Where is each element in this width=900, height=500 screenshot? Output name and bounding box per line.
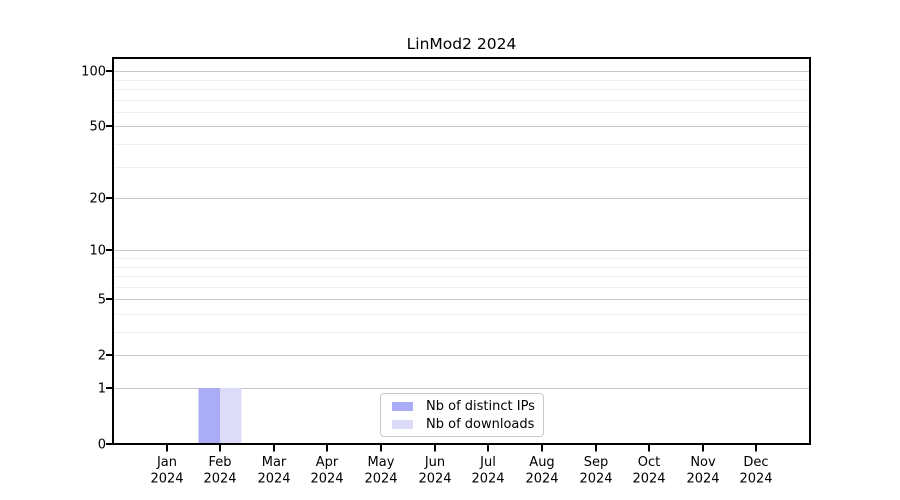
x-tick-label-year: 2024: [418, 472, 451, 487]
x-tick-label-year: 2024: [686, 472, 719, 487]
x-tick-label-month: May: [368, 455, 395, 470]
legend-item-distinct-ips: Nb of distinct IPs: [392, 400, 543, 413]
y-tick-label: 100: [81, 65, 106, 80]
x-tick-label-month: Aug: [529, 455, 554, 470]
y-tick-label: 20: [89, 192, 106, 207]
y-tick-label: 10: [89, 244, 106, 259]
y-tick-label: 50: [89, 120, 106, 135]
x-tick-label-year: 2024: [739, 472, 772, 487]
x-tick-label-month: Oct: [638, 455, 660, 470]
x-tick-label-month: Nov: [690, 455, 716, 470]
x-tick-label-year: 2024: [203, 472, 236, 487]
legend-label-distinct-ips: Nb of distinct IPs: [426, 398, 535, 414]
y-tick-label: 5: [98, 293, 106, 308]
y-tick-label: 2: [98, 349, 106, 364]
legend-label-downloads: Nb of downloads: [426, 416, 535, 432]
legend-swatch-distinct-ips: [392, 401, 413, 411]
legend-swatch-downloads: [392, 419, 413, 429]
legend-item-downloads: Nb of downloads: [392, 418, 543, 431]
x-tick-label-year: 2024: [579, 472, 612, 487]
x-tick-label-month: Mar: [262, 455, 287, 470]
chart-title: LinMod2 2024: [406, 35, 517, 53]
x-tick-label-year: 2024: [364, 472, 397, 487]
x-tick-label-month: Jul: [479, 455, 496, 470]
x-tick-label-month: Jun: [424, 455, 445, 470]
x-tick-label-month: Sep: [584, 455, 609, 470]
x-tick-label-year: 2024: [471, 472, 504, 487]
x-tick-label-year: 2024: [257, 472, 290, 487]
x-tick-label-month: Jan: [156, 455, 177, 470]
x-tick-label-month: Dec: [743, 455, 768, 470]
x-tick-label-year: 2024: [150, 472, 183, 487]
legend: Nb of distinct IPs Nb of downloads: [380, 393, 544, 437]
x-tick-label-month: Apr: [316, 455, 339, 470]
y-tick-label: 0: [98, 438, 106, 453]
y-tick-label: 1: [98, 382, 106, 397]
x-tick-label-year: 2024: [310, 472, 343, 487]
x-tick-label-year: 2024: [632, 472, 665, 487]
x-tick-label-month: Feb: [208, 455, 231, 470]
x-tick-label-year: 2024: [525, 472, 558, 487]
bar-nb-of-downloads: [220, 388, 242, 444]
bar-nb-of-distinct-ips: [198, 388, 221, 444]
